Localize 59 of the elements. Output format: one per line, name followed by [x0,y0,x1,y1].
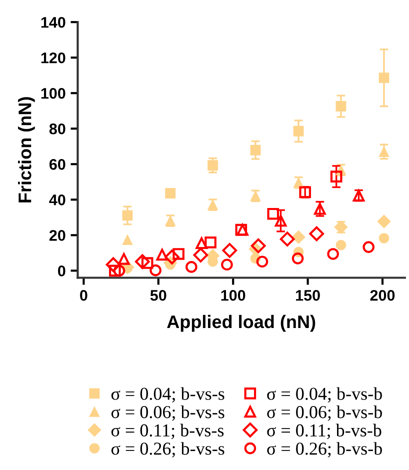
point [256,256,268,268]
point [222,243,238,258]
legend-label: σ = 0.04; b-vs-s [111,387,224,403]
point [150,264,162,276]
point [378,72,390,84]
y-tick-label: 80 [49,123,66,134]
point [221,258,233,271]
y-tick-label: 0 [58,266,66,276]
point [336,240,346,250]
legend-label: σ = 0.11; b-vs-b [267,424,382,440]
y-tick-label: 40 [49,194,66,206]
point [250,238,266,254]
point [186,261,198,273]
point [309,226,324,242]
x-tick-label: 50 [150,290,166,301]
point [134,254,150,270]
point [280,232,295,246]
legend-label: σ = 0.26; b-vs-s [111,442,224,458]
point [267,208,280,220]
legend-label: σ = 0.26; b-vs-b [267,442,382,458]
point [362,241,375,253]
point [274,214,287,227]
point [336,101,346,112]
point [106,257,121,272]
point [164,250,180,264]
legend-label: σ = 0.06; b-vs-b [267,405,382,421]
point [293,126,304,136]
x-tick-label: 200 [370,290,395,301]
point [122,234,133,245]
x-tick-label: 150 [296,290,320,301]
point [250,144,261,156]
point [193,248,208,262]
x-tick-label: 0 [80,290,88,301]
y-tick-label: 60 [49,159,66,170]
y-tick-label: 140 [41,16,66,28]
point [377,214,391,228]
point [196,237,208,250]
point [292,230,306,244]
y-tick-label: 100 [41,88,66,99]
point [172,248,184,260]
point [118,253,130,265]
x-tick-label: 100 [221,290,246,301]
y-axis-title: Friction (nN) [18,97,35,202]
point [208,160,218,171]
point [204,236,216,248]
y-tick-label: 120 [41,52,66,64]
point [378,146,390,157]
y-tick-label: 20 [49,230,66,241]
point [156,248,168,261]
legend-label: σ = 0.06; b-vs-s [111,405,224,421]
point [330,170,342,182]
x-axis-title: Applied load (nN) [167,314,316,332]
point [327,248,339,260]
legend-label: σ = 0.04; b-vs-b [267,387,382,403]
point [378,232,390,244]
point [165,188,176,198]
point [122,210,133,221]
legend-label: σ = 0.11; b-vs-s [111,424,224,440]
point [292,252,304,264]
